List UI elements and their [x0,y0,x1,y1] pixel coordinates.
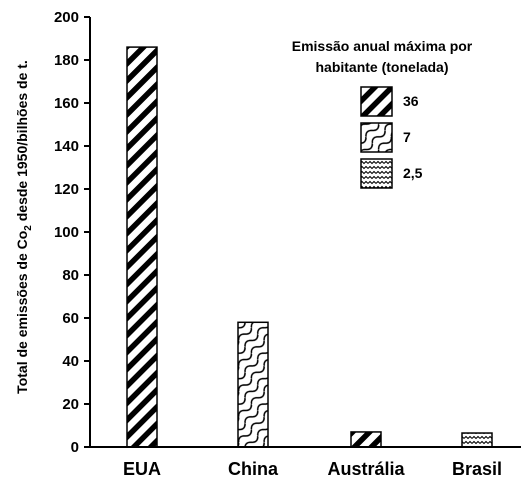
y-ticks: 0 20 40 60 80 100 120 140 160 180 200 [54,9,90,456]
y-tick-label: 0 [71,439,79,456]
y-tick-label: 20 [62,396,79,413]
x-category-label: China [228,459,279,479]
y-tick-label: 40 [62,353,79,370]
bar-china [237,321,269,448]
y-axis-label-main: Total de emissões de Co [14,231,30,394]
legend-label: 36 [403,93,419,109]
legend: Emissão anual máxima por habitante (tone… [292,38,473,189]
legend-entries: 36 7 2,5 [360,86,423,189]
x-category-label: Brasil [452,459,502,479]
legend-label: 2,5 [403,165,423,181]
bar-brasil [461,432,493,448]
y-axis-label-subscript: 2 [23,225,34,231]
y-tick-label: 60 [62,310,79,327]
y-tick-label: 100 [54,224,79,241]
y-tick-label: 140 [54,138,79,155]
legend-title-line-1: Emissão anual máxima por [292,38,473,54]
y-tick-label: 120 [54,181,79,198]
bar-austrália [350,431,382,448]
x-categories: EUA China Austrália Brasil [123,459,502,479]
x-category-label: EUA [123,459,161,479]
legend-swatch [360,86,393,117]
y-tick-label: 160 [54,95,79,112]
y-axis-label: Total de emissões de Co2 desde 1950/bilh… [14,60,34,394]
y-tick-label: 200 [54,9,79,26]
legend-swatch [360,158,393,189]
legend-title-line-2: habitante (tonelada) [315,59,448,75]
legend-swatch [360,122,393,153]
bars [126,46,493,448]
y-tick-label: 80 [62,267,79,284]
legend-label: 7 [403,129,411,145]
y-tick-label: 180 [54,52,79,69]
y-axis-label-rest: desde 1950/bilhões de t. [14,60,30,225]
bar-eua [126,46,158,448]
x-category-label: Austrália [327,459,405,479]
